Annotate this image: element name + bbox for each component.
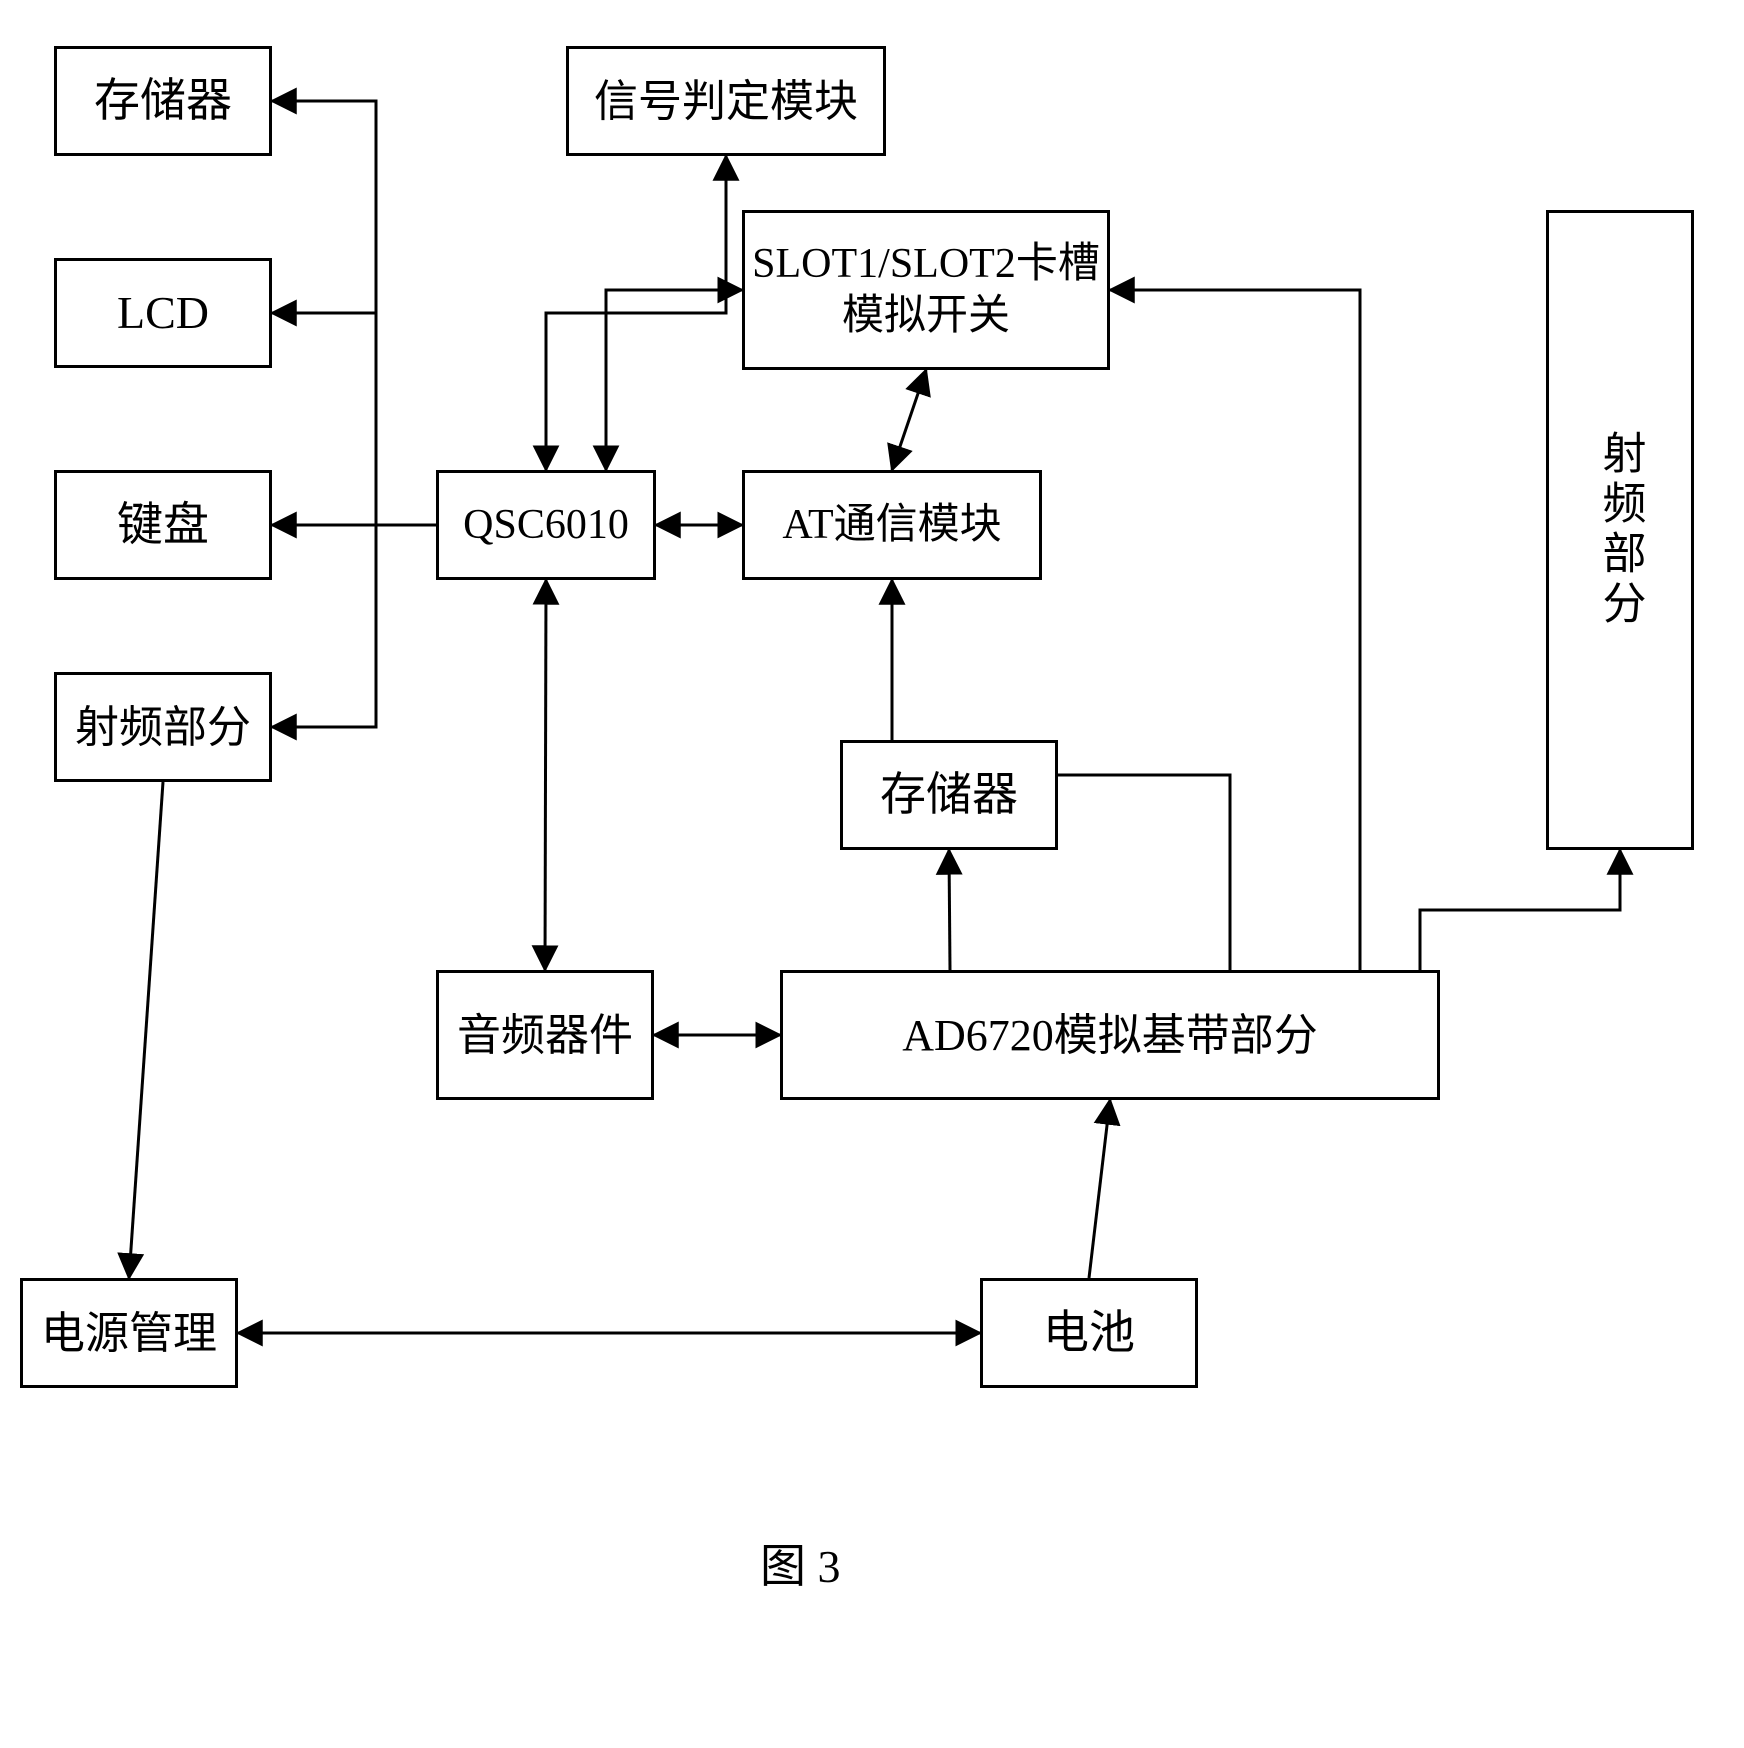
edge-qsc-mem1 (272, 101, 436, 525)
edge-ad-slot (1110, 290, 1360, 970)
block-bat: 电池 (980, 1278, 1198, 1388)
block-slot: SLOT1/SLOT2卡槽模拟开关 (742, 210, 1110, 370)
block-label: 信号判定模块 (594, 74, 858, 129)
edge-qsc-audio (545, 580, 546, 970)
edge-ad-rf2 (1420, 850, 1620, 970)
diagram-canvas: 存储器LCD键盘射频部分电源管理信号判定模块QSC6010SLOT1/SLOT2… (0, 0, 1744, 1748)
block-label: AT通信模块 (782, 499, 1001, 552)
block-label: 存储器 (94, 72, 232, 130)
block-label: 电池 (1043, 1304, 1135, 1362)
block-label: SLOT1/SLOT2卡槽模拟开关 (749, 238, 1103, 343)
block-mem1: 存储器 (54, 46, 272, 156)
block-rf1: 射频部分 (54, 672, 272, 782)
block-label: 射频部分 (75, 700, 251, 755)
figure-caption: 图 3 (760, 1530, 841, 1596)
edge-qsc-lcd (272, 313, 436, 525)
edge-bat-ad (1089, 1100, 1110, 1278)
block-at: AT通信模块 (742, 470, 1042, 580)
block-pwr: 电源管理 (20, 1278, 238, 1388)
edge-ad-mem2 (949, 850, 950, 970)
block-lcd: LCD (54, 258, 272, 368)
block-sig: 信号判定模块 (566, 46, 886, 156)
block-mem2: 存储器 (840, 740, 1058, 850)
edge-qsc-sig (546, 156, 726, 470)
block-label: AD6720模拟基带部分 (902, 1008, 1318, 1063)
block-label: QSC6010 (463, 499, 629, 552)
edge-qsc-rf1 (272, 525, 436, 727)
block-label: 键盘 (117, 496, 209, 554)
block-label: 电源管理 (41, 1306, 217, 1361)
edge-rf1-pwr (129, 782, 163, 1278)
edge-qsc-slot (606, 290, 742, 470)
block-audio: 音频器件 (436, 970, 654, 1100)
block-rf2: 射频部分 (1546, 210, 1694, 850)
block-qsc: QSC6010 (436, 470, 656, 580)
block-label: LCD (117, 284, 209, 342)
edge-slot-at (892, 370, 926, 470)
block-label: 存储器 (880, 766, 1018, 824)
block-label: 音频器件 (457, 1008, 633, 1063)
block-label: 射频部分 (1593, 430, 1648, 630)
block-kb: 键盘 (54, 470, 272, 580)
block-ad: AD6720模拟基带部分 (780, 970, 1440, 1100)
